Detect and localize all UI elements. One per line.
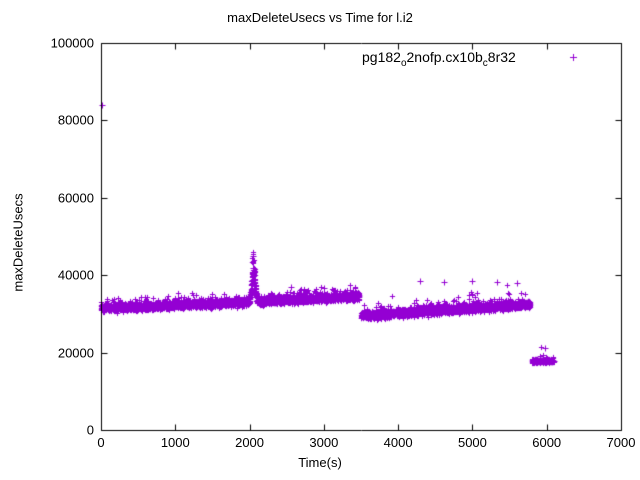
x-tick-label-0: 0: [97, 435, 105, 450]
legend-name-part-2: 2nofp.cx10b: [406, 49, 483, 65]
x-axis-title: Time(s): [298, 455, 342, 470]
x-tick-label-1000: 1000: [160, 435, 190, 450]
x-tick-label-3000: 3000: [309, 435, 339, 450]
y-tick-label-20000: 20000: [57, 345, 94, 361]
y-tick-label-0: 0: [86, 422, 94, 438]
y-axis-title: maxDeleteUsecs: [10, 193, 26, 292]
legend-entry-label: pg182o2nofp.cx10bc8r32: [362, 50, 516, 69]
chart-title: maxDeleteUsecs vs Time for l.i2: [227, 10, 413, 25]
x-tick-label-2000: 2000: [235, 435, 265, 450]
x-tick-label-5000: 5000: [457, 435, 487, 450]
x-tick-label-7000: 7000: [606, 435, 636, 450]
y-tick-label-60000: 60000: [57, 190, 94, 206]
legend-name-part-4: 8r32: [487, 49, 516, 65]
y-tick-label-100000: 100000: [50, 35, 94, 51]
legend-name-part-1: o: [400, 57, 407, 69]
legend-name-part-3: c: [482, 57, 488, 69]
x-tick-label-6000: 6000: [532, 435, 562, 450]
legend-name-part-0: pg182: [362, 49, 401, 65]
y-tick-label-40000: 40000: [57, 267, 94, 283]
y-tick-label-80000: 80000: [57, 112, 94, 128]
x-tick-label-4000: 4000: [383, 435, 413, 450]
